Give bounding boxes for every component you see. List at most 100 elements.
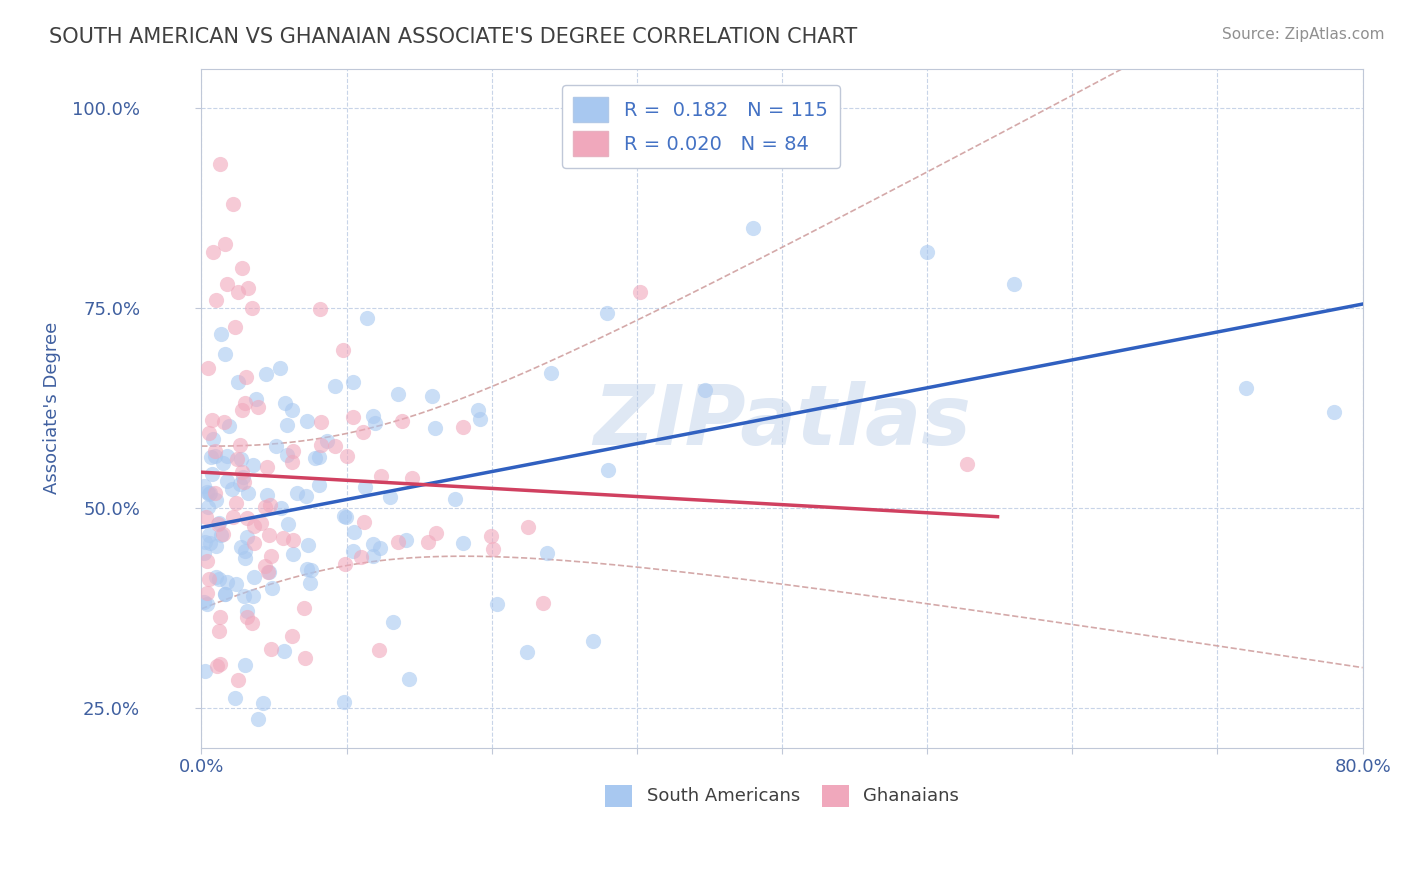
Point <box>308 450 330 464</box>
Point <box>225 496 247 510</box>
Point <box>391 414 413 428</box>
Point <box>225 451 247 466</box>
Point <box>361 537 384 551</box>
Point <box>256 566 278 580</box>
Point <box>742 221 765 235</box>
Point <box>281 455 304 469</box>
Point <box>316 434 339 448</box>
Point <box>193 595 215 609</box>
Point <box>242 458 264 472</box>
Point <box>276 417 298 432</box>
Point <box>194 535 217 549</box>
Point <box>398 672 420 686</box>
Point <box>356 310 378 325</box>
Point <box>516 519 538 533</box>
Point <box>205 492 228 507</box>
Point <box>240 301 263 316</box>
Point <box>235 370 257 384</box>
Point <box>209 326 232 341</box>
Point <box>231 540 253 554</box>
Point <box>333 509 356 524</box>
Point <box>467 403 489 417</box>
Point <box>350 549 373 564</box>
Point <box>423 420 446 434</box>
Point <box>336 449 359 463</box>
Point <box>283 444 305 458</box>
Point <box>246 400 269 414</box>
Point <box>259 527 281 541</box>
Point <box>260 642 283 657</box>
Point <box>205 570 228 584</box>
Point <box>361 409 384 423</box>
Point <box>297 561 319 575</box>
Point <box>233 657 256 672</box>
Point <box>207 659 229 673</box>
Point <box>264 439 287 453</box>
Point <box>332 343 354 358</box>
Point <box>311 438 333 452</box>
Point <box>260 581 283 595</box>
Point <box>194 509 217 524</box>
Point <box>198 425 221 440</box>
Point <box>204 485 226 500</box>
Point <box>281 403 304 417</box>
Point <box>217 449 239 463</box>
Point <box>204 443 226 458</box>
Point <box>204 539 226 553</box>
Point <box>531 596 554 610</box>
Point <box>540 367 562 381</box>
Point <box>333 557 356 571</box>
Point <box>451 420 474 434</box>
Point <box>231 452 253 467</box>
Point <box>425 526 447 541</box>
Point <box>231 403 253 417</box>
Point <box>256 460 278 475</box>
Point <box>368 541 391 555</box>
Point <box>201 467 224 481</box>
Point <box>238 281 260 295</box>
Point <box>233 475 256 489</box>
Point <box>256 488 278 502</box>
Point <box>247 712 270 726</box>
Point <box>270 501 292 516</box>
Point <box>217 574 239 589</box>
Point <box>215 474 238 488</box>
Point <box>243 536 266 550</box>
Point <box>200 486 222 500</box>
Text: Source: ZipAtlas.com: Source: ZipAtlas.com <box>1222 27 1385 42</box>
Point <box>416 535 439 549</box>
Point <box>281 628 304 642</box>
Point <box>212 415 235 429</box>
Point <box>1002 277 1025 292</box>
Point <box>598 463 620 477</box>
Point <box>208 624 231 639</box>
Point <box>236 511 259 525</box>
Point <box>363 416 385 430</box>
Point <box>401 471 423 485</box>
Point <box>308 478 330 492</box>
Point <box>387 534 409 549</box>
Point <box>343 524 366 539</box>
Point <box>254 500 277 514</box>
Point <box>367 643 389 657</box>
Point <box>217 277 239 292</box>
Point <box>201 245 224 260</box>
Point <box>231 465 253 479</box>
Point <box>342 543 364 558</box>
Point <box>193 479 215 493</box>
Point <box>232 469 254 483</box>
Point <box>516 645 538 659</box>
Point <box>596 306 619 320</box>
Point <box>378 490 401 504</box>
Point <box>451 536 474 550</box>
Point <box>202 433 225 447</box>
Point <box>242 589 264 603</box>
Point <box>395 533 418 547</box>
Point <box>240 615 263 630</box>
Point <box>209 157 232 171</box>
Point <box>243 518 266 533</box>
Point <box>228 673 250 687</box>
Point <box>382 615 405 629</box>
Point <box>294 600 316 615</box>
Point <box>308 301 330 316</box>
